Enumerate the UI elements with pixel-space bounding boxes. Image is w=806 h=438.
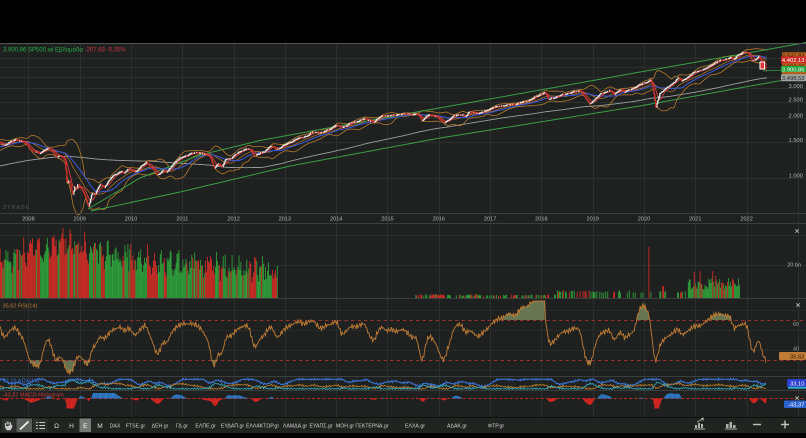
svg-text:ΕΥΔΑΠ.gr: ΕΥΔΑΠ.gr bbox=[221, 424, 245, 430]
svg-text:2021: 2021 bbox=[689, 217, 701, 223]
svg-text:2018: 2018 bbox=[535, 217, 547, 223]
svg-text:35,62 RSI(14): 35,62 RSI(14) bbox=[3, 304, 38, 310]
svg-text:3.900,86: 3.900,86 bbox=[782, 67, 805, 73]
svg-text:2.000: 2.000 bbox=[788, 113, 803, 119]
svg-text:Ω: Ω bbox=[54, 423, 59, 430]
svg-text:ΕΛΛΑΚΤΩΡ.gr: ΕΛΛΑΚΤΩΡ.gr bbox=[246, 424, 279, 430]
svg-text:2.500: 2.500 bbox=[788, 98, 803, 104]
svg-text:ΑΔΑΚ.gr: ΑΔΑΚ.gr bbox=[447, 424, 467, 430]
svg-text:-43,37 MACD-Histogram: -43,37 MACD-Histogram bbox=[3, 393, 65, 399]
svg-text:ΓΔ.gr: ΓΔ.gr bbox=[176, 424, 188, 430]
svg-text:ΓΕΚΤΕΡΝΑ.gr: ΓΕΚΤΕΡΝΑ.gr bbox=[355, 424, 388, 430]
svg-text:2010: 2010 bbox=[125, 217, 137, 223]
svg-text:-43,37: -43,37 bbox=[788, 403, 804, 409]
svg-text:ΕΛΧΑ.gr: ΕΛΧΑ.gr bbox=[405, 424, 425, 430]
svg-text:ZTRADE: ZTRADE bbox=[3, 205, 30, 211]
svg-text:E: E bbox=[83, 423, 88, 430]
svg-text:20 bn: 20 bn bbox=[787, 263, 801, 269]
svg-text:3.000: 3.000 bbox=[788, 84, 803, 90]
svg-text:DAX: DAX bbox=[110, 424, 121, 430]
svg-text:ΕΛΠΕ.gr: ΕΛΠΕ.gr bbox=[195, 424, 215, 430]
svg-text:33,10 ADX(14): 33,10 ADX(14) bbox=[3, 379, 40, 385]
svg-text:2011: 2011 bbox=[176, 217, 188, 223]
svg-text:2008: 2008 bbox=[22, 217, 34, 223]
svg-text:2013: 2013 bbox=[279, 217, 291, 223]
svg-text:4.402,13: 4.402,13 bbox=[782, 58, 805, 64]
svg-text:2022: 2022 bbox=[740, 217, 752, 223]
svg-text:FTSE.gr: FTSE.gr bbox=[126, 424, 146, 430]
svg-text:2019: 2019 bbox=[586, 217, 598, 223]
svg-text:ΦΤΡ.gr: ΦΤΡ.gr bbox=[488, 424, 504, 430]
svg-text:H: H bbox=[69, 423, 74, 430]
svg-text:ΕΥΑΠΣ.gr: ΕΥΑΠΣ.gr bbox=[309, 424, 332, 430]
svg-text:2014: 2014 bbox=[330, 217, 342, 223]
svg-text:ΜΟΗ.gr: ΜΟΗ.gr bbox=[336, 424, 354, 430]
svg-text:33,10: 33,10 bbox=[790, 382, 805, 388]
svg-text:60: 60 bbox=[793, 322, 799, 328]
svg-text:2016: 2016 bbox=[433, 217, 445, 223]
svg-text:2015: 2015 bbox=[381, 217, 393, 223]
svg-text:2017: 2017 bbox=[484, 217, 496, 223]
svg-text:1.500: 1.500 bbox=[788, 138, 803, 144]
svg-text:3.900,86 SP500.wi Εβδομάδα -20: 3.900,86 SP500.wi Εβδομάδα -207,68 -5,05… bbox=[3, 47, 126, 54]
svg-text:35,62: 35,62 bbox=[790, 355, 805, 361]
svg-text:3.498,53: 3.498,53 bbox=[782, 76, 805, 82]
svg-text:1.000: 1.000 bbox=[788, 174, 803, 180]
svg-text:40: 40 bbox=[793, 347, 799, 353]
svg-text:2009: 2009 bbox=[73, 217, 85, 223]
svg-text:2020: 2020 bbox=[638, 217, 650, 223]
svg-text:ΛΑΜΔΑ.gr: ΛΑΜΔΑ.gr bbox=[283, 424, 307, 430]
svg-text:2012: 2012 bbox=[227, 217, 239, 223]
svg-text:ΔΕΗ.gr: ΔΕΗ.gr bbox=[152, 424, 169, 430]
svg-text:M: M bbox=[97, 423, 102, 430]
